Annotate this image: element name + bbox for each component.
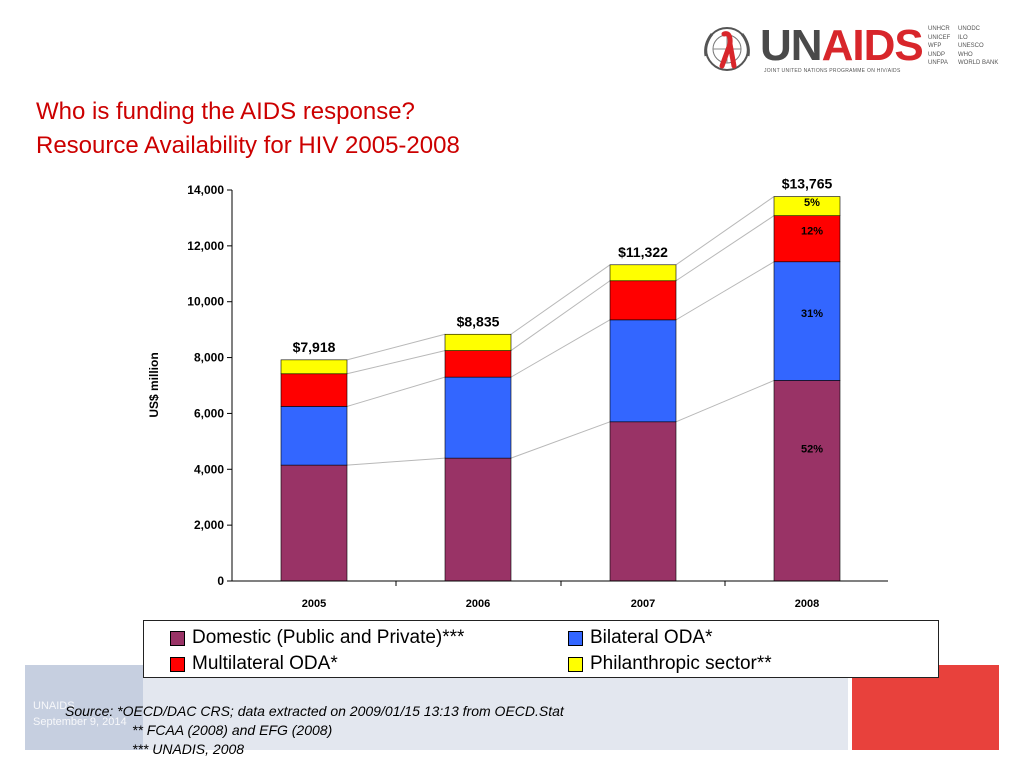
connector-line (510, 264, 611, 335)
logo-cosponsors-col1: UNHCR UNICEF WFP UNDP UNFPA (928, 26, 951, 66)
connector-line (675, 380, 775, 423)
connector-line (675, 261, 775, 321)
bar-segment-2007-1 (609, 319, 677, 423)
y-axis-label: US$ million (147, 352, 161, 417)
legend-item-bilateral: Bilateral ODA* (568, 627, 713, 649)
segment-percent-label: 52% (801, 444, 823, 456)
y-tick-label: 0 (217, 574, 224, 588)
y-tick-label: 2,000 (194, 518, 224, 532)
legend-item-multilateral: Multilateral ODA* (170, 653, 338, 675)
bar-segment-2005-3 (280, 359, 348, 375)
bar-segment-2008-1 (773, 261, 841, 381)
legend-label-bilateral: Bilateral ODA* (590, 627, 713, 648)
footer-org: UNAIDS (33, 700, 75, 712)
legend-swatch-philanthropic (568, 656, 583, 672)
title-line-2: Resource Availability for HIV 2005-2008 (36, 132, 460, 159)
total-label: $7,918 (293, 339, 336, 355)
bar-segment-2006-0 (444, 457, 512, 582)
connector-line (510, 319, 611, 378)
connector-line (346, 376, 446, 407)
x-tick-label: 2006 (466, 598, 490, 610)
y-tick-label: 4,000 (194, 462, 224, 476)
x-tick-label: 2005 (302, 598, 326, 610)
title-line-1: Who is funding the AIDS response? (36, 98, 415, 125)
slide-title: Who is funding the AIDS response? Resour… (36, 95, 460, 163)
source-line-3: *** UNADIS, 2008 (132, 741, 245, 757)
footer-band-middle (143, 665, 848, 750)
x-tick-label: 2008 (795, 598, 819, 610)
bar-segment-2007-0 (609, 421, 677, 582)
legend-item-philanthropic: Philanthropic sector** (568, 653, 772, 675)
y-tick-label: 10,000 (187, 295, 224, 309)
bar-segment-2006-3 (444, 333, 512, 351)
source-line-2: ** FCAA (2008) and EFG (2008) (132, 722, 333, 738)
logo-tagline: JOINT UNITED NATIONS PROGRAMME ON HIV/AI… (764, 68, 901, 74)
source-line-1: Source: *OECD/DAC CRS; data extracted on… (65, 703, 564, 719)
total-label: $8,835 (457, 313, 500, 329)
connector-line (346, 350, 446, 375)
segment-percent-label: 31% (801, 308, 823, 320)
footer-date: September 9, 2014 (33, 716, 127, 728)
bar-segment-2008-0 (773, 380, 841, 582)
y-tick-label: 6,000 (194, 406, 224, 420)
bar-segment-2008-3 (773, 196, 841, 216)
bar-segment-2005-2 (280, 373, 348, 407)
y-tick-label: 8,000 (194, 351, 224, 365)
footer-band-right (852, 665, 999, 750)
legend-label-domestic: Domestic (Public and Private)*** (192, 627, 465, 648)
footer-band-left (25, 665, 143, 750)
bar-segment-2006-1 (444, 376, 512, 459)
bar-segment-2005-1 (280, 406, 348, 466)
legend-item-domestic: Domestic (Public and Private)*** (170, 627, 464, 649)
total-label: $13,765 (782, 176, 833, 192)
segment-percent-label: 5% (804, 197, 820, 209)
bar-segment-2005-0 (280, 464, 348, 582)
bar-segment-2006-2 (444, 350, 512, 378)
segment-percent-label: 12% (801, 226, 823, 238)
legend-swatch-bilateral (568, 630, 583, 646)
y-tick-label: 12,000 (187, 239, 224, 253)
logo-wordmark: UNAIDS (760, 21, 924, 70)
connector-line (510, 280, 611, 351)
legend-label-philanthropic: Philanthropic sector** (590, 653, 772, 674)
legend-swatch-domestic (170, 630, 185, 646)
chart-legend: Domestic (Public and Private)*** Bilater… (143, 620, 939, 678)
bar-segment-2008-2 (773, 215, 841, 263)
connector-line (675, 196, 775, 266)
un-emblem-icon (704, 27, 750, 71)
logo-cosponsors-col2: UNODC ILO UNESCO WHO WORLD BANK (958, 26, 999, 66)
legend-label-multilateral: Multilateral ODA* (192, 653, 338, 674)
source-note: Source: *OECD/DAC CRS; data extracted on… (65, 702, 564, 759)
unaids-logo: UNAIDS JOINT UNITED NATIONS PROGRAMME ON… (700, 20, 1010, 80)
bar-segment-2007-2 (609, 280, 677, 321)
connector-line (675, 215, 775, 282)
legend-swatch-multilateral (170, 656, 185, 672)
connector-line (510, 421, 611, 459)
bar-segment-2007-3 (609, 264, 677, 282)
connector-line (346, 333, 446, 361)
total-label: $11,322 (618, 244, 668, 260)
y-tick-label: 14,000 (187, 183, 224, 197)
x-tick-label: 2007 (631, 598, 655, 610)
connector-line (346, 457, 446, 466)
